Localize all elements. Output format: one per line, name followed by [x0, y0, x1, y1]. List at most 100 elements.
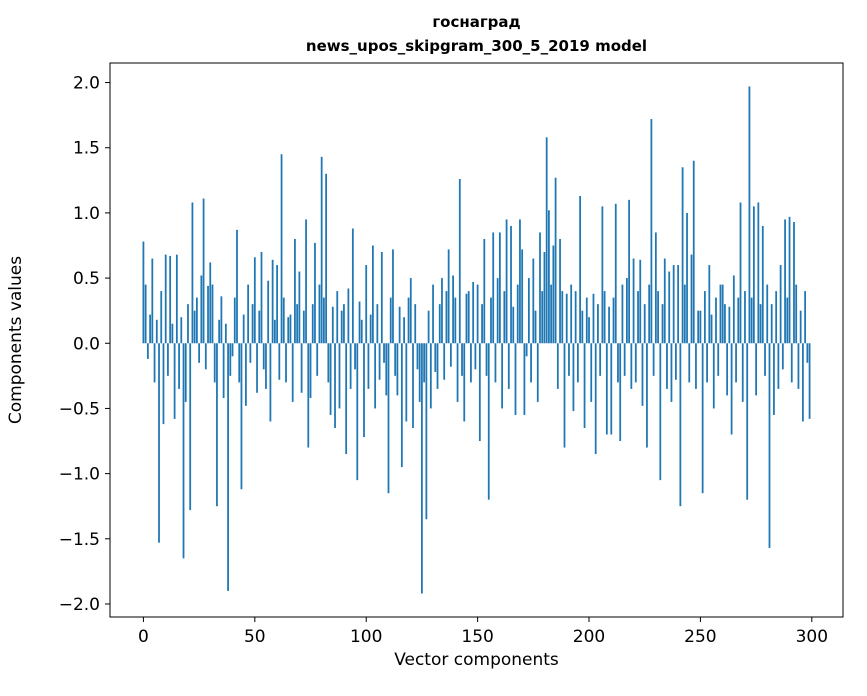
bar: [666, 343, 668, 389]
bar: [617, 343, 619, 383]
bar: [360, 319, 363, 344]
bar: [719, 284, 722, 344]
bar: [788, 216, 791, 344]
bar: [786, 297, 789, 344]
bar: [465, 293, 468, 344]
bar: [178, 343, 180, 389]
bar: [316, 343, 319, 376]
bar: [461, 343, 463, 376]
bar: [724, 304, 726, 344]
bar: [790, 343, 793, 383]
bar: [686, 212, 688, 344]
x-tick-label: 50: [244, 627, 266, 647]
bar: [309, 343, 312, 399]
bar: [688, 343, 691, 383]
bar: [447, 249, 450, 344]
bar: [427, 310, 430, 344]
bar: [552, 245, 555, 344]
bar: [512, 306, 515, 344]
bar: [556, 343, 559, 389]
bar: [699, 310, 702, 344]
bar: [146, 343, 149, 359]
bar: [253, 257, 256, 344]
bar: [695, 343, 697, 389]
bar: [318, 284, 321, 344]
bar: [407, 297, 410, 344]
bar: [503, 291, 506, 344]
bar: [706, 343, 708, 383]
bar: [781, 343, 784, 370]
bar: [260, 252, 263, 344]
bar: [703, 291, 706, 344]
bar: [338, 343, 341, 409]
bar: [510, 225, 512, 344]
bar: [240, 343, 243, 490]
bar: [256, 343, 258, 393]
y-tick-label: −1.0: [59, 465, 100, 485]
bar: [481, 304, 483, 344]
bar: [770, 304, 773, 344]
bar: [761, 225, 764, 344]
bar: [405, 343, 408, 422]
bar: [307, 343, 310, 448]
bar: [692, 160, 695, 344]
bar: [340, 310, 343, 344]
bar: [267, 280, 270, 344]
bar: [211, 284, 214, 344]
y-tick-label: −0.5: [59, 399, 100, 419]
bar: [634, 343, 637, 383]
bar: [331, 306, 334, 344]
bar: [717, 343, 720, 376]
bar: [739, 202, 742, 344]
bar: [233, 297, 236, 344]
bar: [198, 343, 201, 363]
bar: [574, 291, 577, 344]
bar: [472, 281, 475, 344]
bar: [372, 245, 374, 344]
bar: [282, 297, 285, 344]
bar: [149, 314, 151, 344]
bar: [396, 343, 399, 396]
bar: [536, 343, 539, 402]
bar: [189, 343, 192, 511]
bar: [262, 343, 265, 370]
bar: [403, 317, 405, 344]
bar: [639, 259, 642, 344]
bar: [657, 291, 659, 344]
bar: [541, 291, 544, 344]
bar: [200, 275, 203, 344]
bar: [630, 343, 633, 389]
bar: [652, 343, 655, 376]
bar: [425, 343, 428, 520]
bar: [806, 343, 809, 363]
bar: [563, 343, 566, 448]
bar: [374, 343, 377, 409]
x-tick-label: 300: [796, 627, 828, 647]
bar: [752, 206, 755, 344]
bar: [499, 232, 501, 344]
bar: [354, 343, 356, 370]
bar: [380, 252, 383, 344]
bar: [579, 195, 581, 344]
bar: [336, 291, 339, 344]
bar: [207, 285, 209, 344]
bar: [605, 343, 608, 435]
bar: [398, 306, 401, 344]
bar: [216, 343, 218, 507]
bar: [298, 271, 301, 344]
y-axis-label: Components values: [6, 255, 26, 425]
bar: [222, 343, 225, 399]
bar: [305, 219, 307, 344]
bar: [550, 284, 553, 344]
bar: [565, 293, 568, 344]
bar: [347, 288, 350, 344]
bar: [679, 343, 682, 507]
bar: [681, 167, 684, 344]
bar: [429, 343, 432, 409]
bar: [329, 343, 332, 415]
bar: [797, 343, 800, 389]
bar: [561, 291, 564, 344]
bar: [721, 284, 724, 344]
bar: [164, 254, 167, 344]
